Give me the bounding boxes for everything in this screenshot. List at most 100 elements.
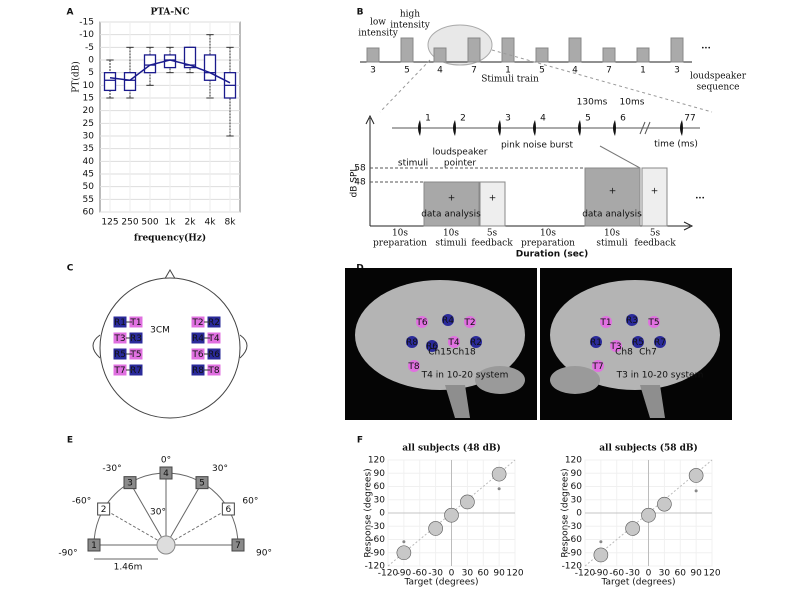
label: feedback [634, 239, 676, 249]
label: 10s [604, 229, 620, 239]
electrode [207, 364, 221, 376]
point [657, 496, 672, 512]
stimulus-bar [636, 47, 650, 63]
label: Ch7 [639, 348, 657, 358]
label: 5 [199, 479, 205, 489]
label: -90° [58, 549, 77, 559]
electrode [113, 364, 127, 376]
break [639, 121, 646, 135]
label: 10s [443, 229, 459, 239]
panel-letter: A [67, 8, 74, 18]
y-tick-label: 55 [83, 195, 94, 205]
chart-title: PTA-NC [150, 8, 189, 18]
electrode-label: R4 [442, 316, 454, 326]
break [644, 121, 651, 135]
x-tick-label: 0 [449, 569, 455, 579]
label: 3 [505, 114, 511, 124]
x-axis-label: Target (degrees) [404, 578, 479, 588]
label: 60° [242, 497, 258, 507]
x-tick-label: 30 [462, 569, 474, 579]
label: 3 [674, 66, 680, 76]
x-tick-label: -90 [594, 569, 609, 579]
label: low [370, 18, 386, 28]
x-tick-label: 120 [506, 569, 523, 579]
burst [418, 120, 421, 136]
x-tick-label: -90 [397, 569, 412, 579]
point [460, 494, 475, 510]
ray [165, 508, 229, 546]
link-lines [126, 321, 210, 371]
point [694, 489, 698, 493]
electrode [626, 314, 638, 326]
y-tick-label: -90 [567, 548, 582, 558]
label: 3 [127, 479, 133, 489]
label: 30° [150, 508, 166, 518]
ray [129, 482, 167, 546]
label: 5 [404, 66, 410, 76]
electrode [129, 348, 143, 360]
y-tick-label: 15 [83, 94, 94, 104]
label: -30° [102, 464, 121, 474]
electrode [113, 316, 127, 328]
x-axis-label: Target (degrees) [601, 578, 676, 588]
label: 130ms [577, 98, 608, 108]
point [497, 487, 501, 491]
ray [165, 482, 203, 546]
label: 7 [235, 541, 241, 551]
x-tick-label: 4k [205, 218, 217, 228]
label: 1.46m [114, 563, 143, 573]
electrode-label: R1 [590, 338, 602, 348]
electrode-label: T4 [207, 334, 219, 344]
box [183, 46, 197, 69]
label: Ch8 [615, 348, 633, 358]
label: 1 [91, 541, 97, 551]
label: pink noise burst [501, 141, 574, 151]
electrode [632, 336, 644, 348]
electrode [113, 332, 127, 344]
electrode-label: T3 [113, 334, 125, 344]
label: stimuli [398, 159, 428, 169]
electrode [448, 336, 460, 348]
brain [355, 280, 525, 390]
electrode [470, 336, 482, 348]
y-tick-label: -60 [370, 535, 385, 545]
box [203, 54, 217, 81]
x-axis-label: frequency(Hz) [134, 233, 206, 244]
x-tick-label: 60 [675, 569, 687, 579]
x-tick-label: -120 [378, 569, 399, 579]
y-axis-label: Response (degrees) [561, 468, 571, 557]
y-tick-label: 10 [83, 81, 95, 91]
electrode [592, 360, 604, 372]
electrode [207, 332, 221, 344]
stimulus-bar [400, 37, 414, 63]
electrode [442, 314, 454, 326]
electrode-label: T8 [207, 366, 219, 376]
electrode-label: T2 [463, 318, 475, 328]
electrode-label: T7 [113, 366, 125, 376]
label: 10s [540, 229, 556, 239]
label: 3 [370, 66, 376, 76]
label: loudspeaker [690, 72, 747, 82]
electrode-label: T8 [407, 362, 419, 372]
y-tick-label: 50 [83, 182, 95, 192]
label: 58 [354, 164, 366, 174]
point [593, 547, 609, 563]
label: 1 [425, 114, 431, 124]
burst [533, 120, 536, 136]
x-tick-label: 1k [165, 218, 177, 228]
electrode-label: R7 [654, 338, 666, 348]
electrode-label: R6 [208, 350, 220, 360]
y-tick-label: -120 [562, 562, 583, 572]
label: 2 [101, 505, 107, 515]
point [444, 507, 459, 523]
y-axis [365, 114, 375, 226]
x-tick-label: -60 [412, 569, 427, 579]
y-tick-label: 60 [83, 208, 95, 218]
electrode [648, 316, 660, 328]
x-tick-label: 90 [690, 569, 702, 579]
electrode-label: T2 [191, 318, 203, 328]
y-tick-label: 60 [571, 482, 583, 492]
speaker [221, 502, 235, 516]
label: 7 [606, 66, 612, 76]
electrode-label: T1 [129, 318, 141, 328]
